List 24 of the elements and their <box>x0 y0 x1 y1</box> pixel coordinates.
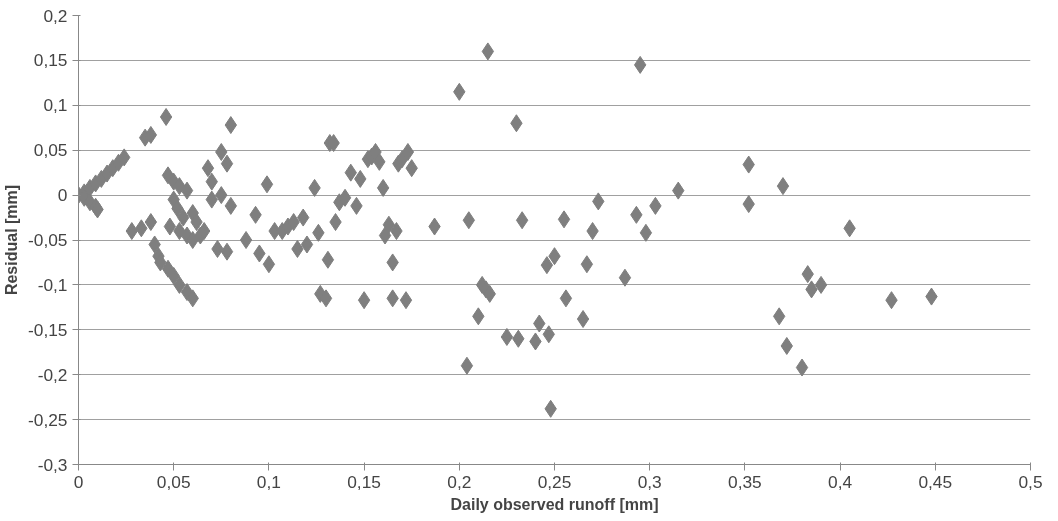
x-tick-label: 0,25 <box>537 471 572 492</box>
x-tick-label: 0,05 <box>156 471 191 492</box>
y-tick-label: -0,15 <box>28 319 68 340</box>
x-tick-label: 0 <box>73 471 84 492</box>
y-tick-label: -0,25 <box>28 409 68 430</box>
y-tick-label: 0,1 <box>43 95 68 116</box>
y-tick-label: -0,1 <box>37 274 68 295</box>
y-tick-label: 0,15 <box>33 50 68 71</box>
x-tick-label: 0,45 <box>918 471 953 492</box>
x-tick-label: 0,5 <box>1018 471 1043 492</box>
y-axis-title: Residual [mm] <box>3 184 20 296</box>
x-tick-label: 0,35 <box>728 471 762 492</box>
y-tick-label: -0,05 <box>28 230 68 250</box>
x-tick-label: 0,1 <box>256 471 281 492</box>
x-tick-label: 0,2 <box>447 471 472 492</box>
x-tick-label: 0,4 <box>828 471 853 492</box>
x-tick-label: 0,3 <box>637 471 662 492</box>
x-tick-label: 0,15 <box>347 471 381 492</box>
y-tick-label: 0 <box>57 185 68 206</box>
y-tick-label: -0,3 <box>37 454 68 475</box>
y-tick-label: 0,05 <box>33 140 68 161</box>
y-tick-label: 0,2 <box>43 5 68 26</box>
y-tick-label: -0,2 <box>37 364 68 385</box>
x-axis-title: Daily observed runoff [mm] <box>450 495 659 513</box>
